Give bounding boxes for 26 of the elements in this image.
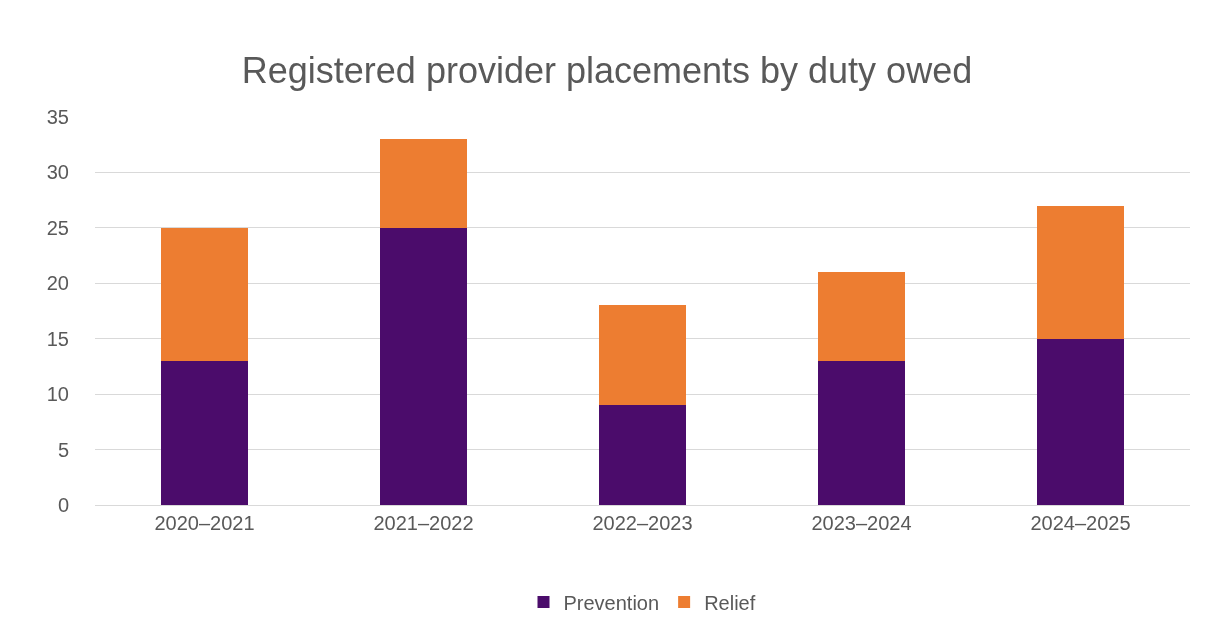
bar: [379, 139, 468, 228]
bar: [1036, 338, 1125, 505]
x-tick-label: 2020–2021: [154, 512, 255, 534]
bar: [817, 272, 906, 361]
legend-label: Prevention: [563, 591, 660, 614]
y-tick-label: 20: [46, 272, 69, 295]
y-tick-label: 30: [46, 161, 69, 184]
chart-title: Registered provider placements by duty owed: [241, 50, 973, 91]
y-tick-label: 35: [46, 106, 69, 128]
legend-label: Relief: [704, 591, 756, 614]
bar: [817, 360, 906, 505]
bar: [1036, 205, 1125, 339]
bar: [598, 405, 687, 505]
y-tick-label: 10: [46, 383, 69, 406]
bar: [160, 227, 249, 361]
y-tick-label: 0: [57, 494, 69, 516]
bar: [160, 360, 249, 505]
x-tick-label: 2022–2023: [592, 512, 693, 534]
x-tick-label: 2023–2024: [811, 512, 912, 534]
x-tick-label: 2024–2025: [1030, 512, 1131, 534]
bar: [598, 305, 687, 406]
y-tick-label: 25: [46, 216, 69, 239]
y-tick-label: 15: [46, 327, 69, 350]
x-tick-label: 2021–2022: [373, 512, 474, 534]
bar: [379, 227, 468, 505]
y-tick-label: 5: [57, 438, 69, 461]
